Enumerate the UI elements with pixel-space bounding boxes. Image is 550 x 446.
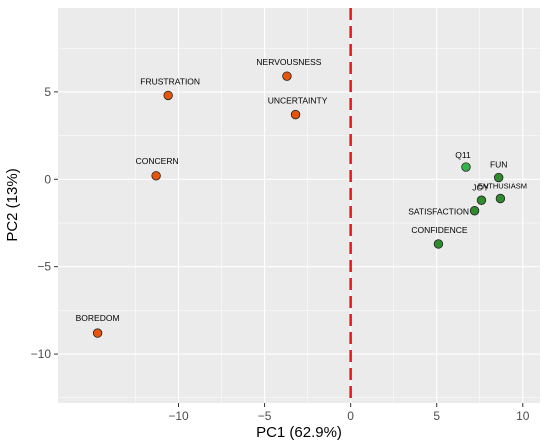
x-axis-label: PC1 (62.9%) bbox=[256, 424, 342, 441]
point-labels: NERVOUSNESS FRUSTRATION UNCERTAINTY CONCERN… bbox=[76, 57, 527, 323]
point-label-enthusiasm: ENTHUSIASM bbox=[478, 182, 527, 191]
data-point-nervousness bbox=[282, 71, 292, 81]
y-tick-label: −5 bbox=[37, 260, 51, 274]
data-point-fun bbox=[493, 172, 504, 183]
y-tick-label: −10 bbox=[31, 347, 52, 361]
y-tick-label: 0 bbox=[44, 172, 51, 186]
point-label-satisfaction: SATISFACTION bbox=[408, 207, 469, 217]
data-point-confidence bbox=[433, 239, 444, 249]
data-points bbox=[92, 71, 506, 338]
point-label-fun: FUN bbox=[490, 160, 507, 170]
x-tick-label: −10 bbox=[168, 409, 189, 423]
x-tick-label: −5 bbox=[258, 409, 272, 423]
point-label-nervousness: NERVOUSNESS bbox=[256, 57, 321, 67]
data-point-q11 bbox=[461, 162, 471, 172]
x-axis-ticks: −10 −5 0 5 10 bbox=[168, 403, 530, 423]
minor-grid bbox=[58, 8, 540, 403]
point-label-joy: JOY bbox=[472, 182, 489, 192]
point-label-frustration: FRUSTRATION bbox=[140, 76, 200, 86]
point-label-q11: Q11 bbox=[455, 150, 471, 160]
data-point-frustration bbox=[163, 90, 173, 101]
x-tick-label: 5 bbox=[433, 409, 440, 423]
data-point-satisfaction bbox=[469, 206, 480, 216]
data-point-joy bbox=[476, 195, 487, 205]
y-axis-ticks: −10 −5 0 5 bbox=[31, 85, 58, 361]
point-label-uncertainty: UNCERTAINTY bbox=[268, 96, 328, 106]
x-tick-label: 10 bbox=[516, 409, 530, 423]
data-point-enthusiasm bbox=[495, 193, 506, 204]
point-label-concern: CONCERN bbox=[136, 156, 179, 166]
data-point-uncertainty bbox=[290, 109, 301, 120]
data-point-boredom bbox=[92, 328, 103, 338]
point-label-boredom: BOREDOM bbox=[76, 313, 120, 323]
y-tick-label: 5 bbox=[44, 85, 51, 99]
plot-panel bbox=[58, 8, 540, 403]
x-tick-label: 0 bbox=[347, 409, 354, 423]
y-axis-label: PC2 (13%) bbox=[4, 168, 21, 241]
data-point-concern bbox=[151, 171, 161, 181]
point-label-confidence: CONFIDENCE bbox=[411, 225, 468, 235]
